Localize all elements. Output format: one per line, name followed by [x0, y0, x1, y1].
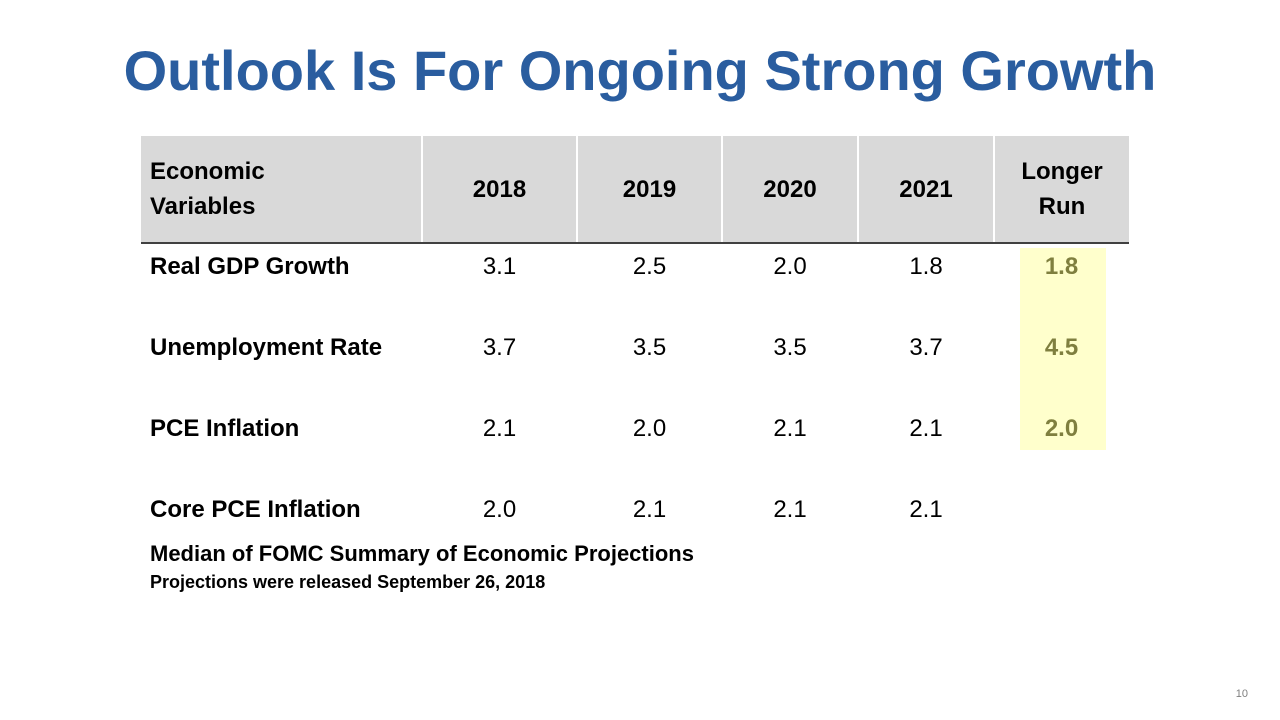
- row-label: Core PCE Inflation: [150, 496, 361, 523]
- table-cell: 2.1: [773, 415, 807, 442]
- longer-run-cell: 4.5: [1044, 334, 1079, 361]
- table-row: PCE Inflation 2.1 2.0 2.1 2.1 2.0: [141, 406, 1129, 487]
- release-date-note: Projections were released September 26, …: [150, 572, 546, 592]
- table-row: Real GDP Growth 3.1 2.5 2.0 1.8 1.8: [141, 243, 1129, 325]
- slide-title: Outlook Is For Ongoing Strong Growth: [123, 39, 1157, 102]
- table-cell: 2.1: [909, 496, 943, 523]
- page-number: 10: [1235, 688, 1248, 700]
- row-label: Real GDP Growth: [150, 253, 350, 280]
- table-cell: 3.7: [482, 334, 517, 361]
- table-cell: 3.5: [773, 334, 807, 361]
- table-row: Core PCE Inflation 2.0 2.1 2.1 2.1: [141, 487, 1129, 568]
- table-cell: 2.0: [482, 496, 517, 523]
- table-cell: 2.1: [632, 496, 667, 523]
- table-cell: 2.0: [773, 253, 807, 280]
- table-row: Unemployment Rate 3.7 3.5 3.5 3.7 4.5: [141, 325, 1129, 406]
- table-cell: 3.7: [909, 334, 943, 361]
- table-cell: 2.1: [482, 415, 517, 442]
- table-cell: 2.5: [632, 253, 667, 280]
- longer-run-cell: [994, 487, 1129, 568]
- table-cell: 3.5: [632, 334, 667, 361]
- row-label: PCE Inflation: [150, 415, 300, 442]
- header-economic-variables: Economic Variables: [141, 136, 423, 244]
- source-note: Median of FOMC Summary of Economic Proje…: [150, 541, 694, 566]
- longer-run-highlight: [1020, 248, 1106, 450]
- header-longer-run: Longer Run: [994, 136, 1129, 244]
- table-cell: 3.1: [482, 253, 517, 280]
- longer-run-cell: 2.0: [1044, 415, 1079, 442]
- header-year: 2018: [422, 136, 578, 244]
- table-cell: 2.1: [909, 415, 943, 442]
- table-cell: 2.1: [773, 496, 807, 523]
- table-cell: 1.8: [909, 253, 943, 280]
- row-label: Unemployment Rate: [150, 334, 383, 361]
- header-year: 2021: [858, 136, 995, 244]
- table-header-row: Economic Variables 2018 2019 2020 2021 L…: [141, 136, 1129, 244]
- longer-run-cell: 1.8: [1044, 253, 1079, 280]
- table-cell: 2.0: [632, 415, 667, 442]
- projections-table: Economic Variables 2018 2019 2020 2021 L…: [141, 136, 1129, 568]
- header-year: 2019: [577, 136, 723, 244]
- header-year: 2020: [722, 136, 859, 244]
